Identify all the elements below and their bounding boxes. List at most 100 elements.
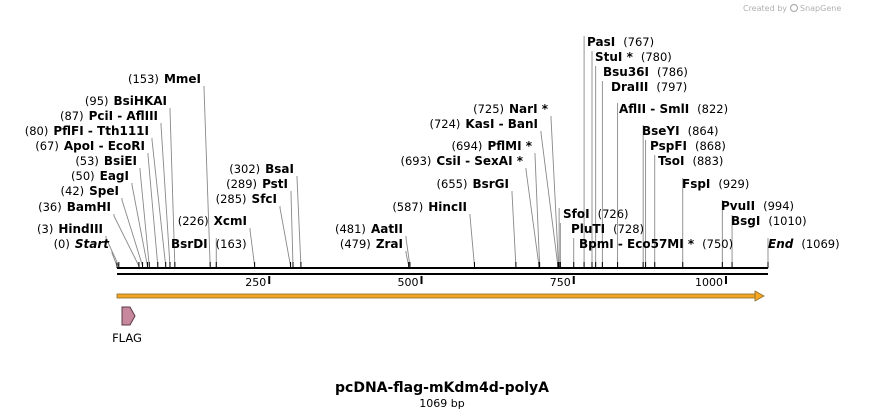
site-position: (289) [226, 177, 257, 191]
ruler-ticks: 250 500 750 1000 [245, 276, 727, 289]
site-psti[interactable]: PstI (289) [226, 177, 288, 191]
site-bamhi[interactable]: BamHI (36) [38, 200, 111, 214]
leader-psti [290, 191, 294, 267]
site-position: (994) [763, 199, 794, 213]
site-labels: Start(0)HindIII(3)BamHI(36)SpeI(42)EagI(… [25, 35, 840, 251]
site-name: AflII - SmlI [619, 102, 689, 116]
feature-flag[interactable]: FLAG [112, 306, 142, 345]
site-bseyi[interactable]: BseYI (864) [642, 124, 719, 138]
site-position: (797) [656, 80, 687, 94]
site-pluti[interactable]: PluTI (728) [571, 222, 644, 236]
site-draiii[interactable]: DraIII (797) [611, 80, 687, 94]
ruler-tick-label: 750 [550, 276, 571, 289]
site-xcmi[interactable]: XcmI (226) [178, 214, 247, 228]
site-name: PasI [587, 35, 615, 49]
site-name: AatII [371, 222, 403, 236]
site-position: (479) [340, 237, 371, 251]
leader-csii [525, 168, 540, 267]
site-name: Start [75, 237, 110, 251]
plasmid-length: 1069 bp [419, 397, 464, 410]
site-position: (53) [75, 154, 99, 168]
site-bsrgi[interactable]: BsrGI (655) [437, 177, 509, 191]
site-name: PstI [262, 177, 288, 191]
leader-aatii [405, 236, 411, 267]
site-bsiei[interactable]: BsiEI (53) [75, 154, 137, 168]
site-tsoi[interactable]: TsoI (883) [658, 154, 723, 168]
site-kasi[interactable]: KasI - BanI (724) [429, 117, 538, 131]
site-position: (285) [216, 192, 247, 206]
leader-spei [121, 198, 144, 267]
credit-brand: SnapGene [800, 4, 841, 13]
site-mmei[interactable]: MmeI (153) [128, 72, 201, 86]
leader-apoi [147, 153, 159, 267]
site-name: HindIII [58, 222, 103, 236]
leader-bsai [296, 176, 302, 267]
site-name: BseYI [642, 124, 680, 138]
site-sfoi[interactable]: SfoI (726) [563, 207, 629, 221]
leader-pflmi [534, 153, 541, 267]
site-position: (786) [657, 65, 688, 79]
site-position: (67) [35, 139, 59, 153]
leader-hindiii [105, 236, 120, 267]
site-bsgi[interactable]: BsgI (1010) [731, 214, 807, 228]
site-aatii[interactable]: AatII (481) [335, 222, 403, 236]
leader-zrai [405, 251, 410, 267]
leader-hincii [469, 214, 475, 267]
site-sfci[interactable]: SfcI (285) [216, 192, 277, 206]
site-pvuii[interactable]: PvuII (994) [721, 199, 794, 213]
feature-label-flag: FLAG [112, 331, 142, 345]
site-nari[interactable]: NarI * (725) [473, 102, 549, 116]
site-position: (163) [216, 237, 247, 251]
site-position: (587) [392, 200, 423, 214]
site-bsu36i[interactable]: Bsu36I (786) [603, 65, 688, 79]
flag-feature-arrow [121, 306, 136, 326]
site-name: DraIII [611, 80, 648, 94]
site-name: EagI [100, 169, 129, 183]
site-pasi[interactable]: PasI (767) [587, 35, 654, 49]
site-name: TsoI [658, 154, 684, 168]
site-position: (1069) [801, 237, 839, 251]
leader-mmei [203, 86, 211, 267]
site-aflii[interactable]: AflII - SmlI (822) [619, 102, 728, 116]
site-position: (725) [473, 102, 504, 116]
site-pspfi[interactable]: PspFI (868) [650, 139, 726, 153]
site-position: (693) [400, 154, 431, 168]
site-position: (750) [702, 237, 733, 251]
site-position: (868) [695, 139, 726, 153]
site-position: (302) [229, 162, 260, 176]
site-position: (226) [178, 214, 209, 228]
site-position: (726) [598, 207, 629, 221]
site-bsihkai[interactable]: BsiHKAI (95) [85, 94, 167, 108]
site-bpmi[interactable]: BpmI - Eco57MI * (750) [579, 237, 733, 251]
site-position: (1010) [768, 214, 806, 228]
site-spei[interactable]: SpeI (42) [61, 184, 119, 198]
site-zrai[interactable]: ZraI (479) [340, 237, 403, 251]
site-position: (3) [37, 222, 53, 236]
site-bsrdi[interactable]: BsrDI (163) [171, 237, 247, 251]
site-position: (36) [38, 200, 62, 214]
site-name: PluTI [571, 222, 605, 236]
site-hincii[interactable]: HincII (587) [392, 200, 467, 214]
site-pcii[interactable]: PciI - AflIII (87) [60, 109, 158, 123]
site-hindiii[interactable]: HindIII (3) [37, 222, 103, 236]
site-start[interactable]: Start (0) [54, 237, 111, 251]
site-name: BsrGI [472, 177, 509, 191]
site-name: BsrDI [171, 237, 208, 251]
site-pflfi[interactable]: PflFI - Tth111I (80) [25, 124, 149, 138]
map-title: pcDNA-flag-mKdm4d-polyA 1069 bp [335, 380, 549, 410]
leader-bsiei [139, 168, 150, 267]
site-csii[interactable]: CsiI - SexAI * (693) [400, 154, 523, 168]
site-name: BsgI [731, 214, 760, 228]
site-fspi[interactable]: FspI (929) [682, 177, 749, 191]
leader-bamhi [113, 214, 140, 267]
site-pflmi[interactable]: PflMI * (694) [452, 139, 533, 153]
site-end[interactable]: End (1069) [768, 237, 840, 251]
site-eagi[interactable]: EagI (50) [71, 169, 129, 183]
site-name: BsiHKAI [114, 94, 168, 108]
site-apoi[interactable]: ApoI - EcoRI (67) [35, 139, 145, 153]
site-name: SfcI [252, 192, 277, 206]
site-stui[interactable]: StuI * (780) [595, 50, 672, 64]
site-bsai[interactable]: BsaI (302) [229, 162, 294, 176]
site-name: ZraI [376, 237, 403, 251]
site-name: BpmI - Eco57MI * [579, 237, 695, 251]
